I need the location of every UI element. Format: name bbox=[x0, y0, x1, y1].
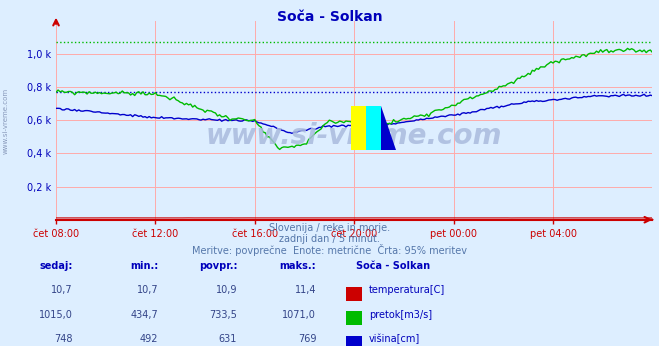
Text: maks.:: maks.: bbox=[279, 261, 316, 271]
Text: 769: 769 bbox=[298, 334, 316, 344]
Text: Soča - Solkan: Soča - Solkan bbox=[356, 261, 430, 271]
Text: www.si-vreme.com: www.si-vreme.com bbox=[206, 122, 502, 150]
Text: 10,9: 10,9 bbox=[215, 285, 237, 295]
Polygon shape bbox=[381, 106, 396, 150]
Text: 10,7: 10,7 bbox=[51, 285, 72, 295]
Text: min.:: min.: bbox=[130, 261, 158, 271]
Text: 434,7: 434,7 bbox=[130, 310, 158, 320]
Text: višina[cm]: višina[cm] bbox=[369, 334, 420, 344]
Text: 492: 492 bbox=[140, 334, 158, 344]
Text: 631: 631 bbox=[219, 334, 237, 344]
Polygon shape bbox=[366, 106, 381, 150]
Bar bbox=[351, 106, 366, 150]
Text: Slovenija / reke in morje.: Slovenija / reke in morje. bbox=[269, 223, 390, 233]
Text: 10,7: 10,7 bbox=[136, 285, 158, 295]
Text: zadnji dan / 5 minut.: zadnji dan / 5 minut. bbox=[279, 234, 380, 244]
Text: Meritve: povprečne  Enote: metrične  Črta: 95% meritev: Meritve: povprečne Enote: metrične Črta:… bbox=[192, 244, 467, 256]
Text: 11,4: 11,4 bbox=[295, 285, 316, 295]
Text: sedaj:: sedaj: bbox=[39, 261, 72, 271]
Text: pretok[m3/s]: pretok[m3/s] bbox=[369, 310, 432, 320]
Text: Soča - Solkan: Soča - Solkan bbox=[277, 10, 382, 24]
Text: www.si-vreme.com: www.si-vreme.com bbox=[2, 88, 9, 154]
Text: 1071,0: 1071,0 bbox=[283, 310, 316, 320]
Text: 748: 748 bbox=[54, 334, 72, 344]
Text: temperatura[C]: temperatura[C] bbox=[369, 285, 445, 295]
Text: 733,5: 733,5 bbox=[210, 310, 237, 320]
Text: 1015,0: 1015,0 bbox=[39, 310, 72, 320]
Text: povpr.:: povpr.: bbox=[199, 261, 237, 271]
Bar bbox=[366, 106, 381, 150]
